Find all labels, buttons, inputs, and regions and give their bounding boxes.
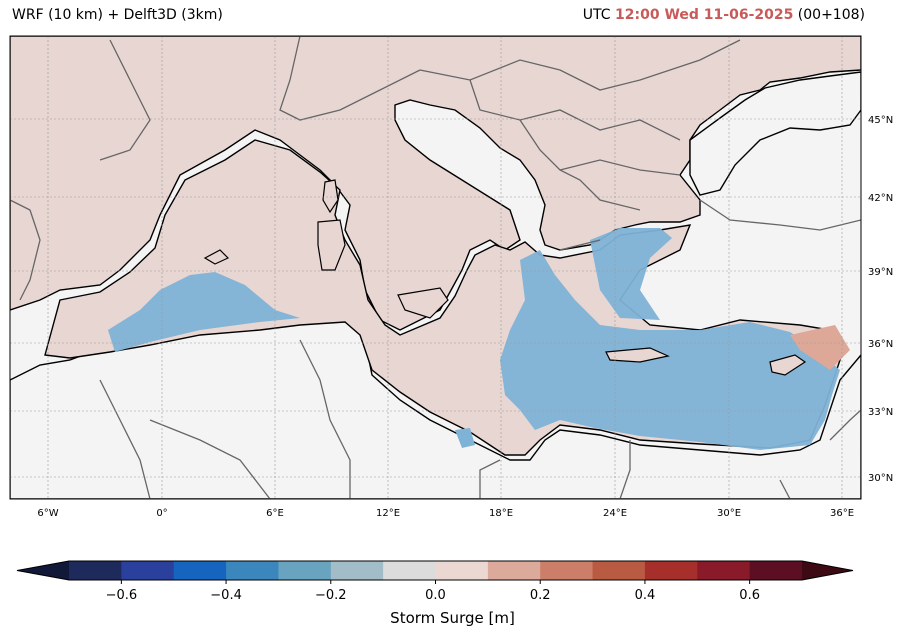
island-crete (605, 347, 670, 363)
country-borders (10, 36, 861, 499)
lon-label: 6°W (37, 508, 58, 519)
map-title: WRF (10 km) + Delft3D (3km) (12, 7, 223, 23)
colorbar-tick-label: 0.4 (635, 588, 656, 603)
colorbar-tick-label: −0.2 (315, 588, 347, 603)
lat-label: 39°N (868, 267, 893, 278)
colorbar-segment (592, 561, 646, 580)
surge-patch-levant-positive (790, 325, 850, 370)
island-sardinia (317, 219, 346, 271)
graticule (10, 36, 861, 499)
lat-label: 45°N (868, 115, 893, 126)
forecast-datetime: 12:00 Wed 11-06-2025 (615, 7, 794, 23)
lon-label: 0° (156, 508, 167, 519)
forecast-step: (00+108) (797, 7, 865, 23)
colorbar-segment (697, 561, 751, 580)
colorbar-label: Storm Surge [m] (390, 609, 515, 627)
surge-patch-sicily-channel (455, 428, 475, 448)
colorbar-tick-label: 0.2 (530, 588, 551, 603)
colorbar-extend-high (802, 561, 853, 580)
colorbar-segment (383, 561, 436, 580)
utc-prefix: UTC (582, 7, 611, 23)
island-cyprus (769, 354, 807, 376)
colorbar-segment (749, 561, 803, 580)
lon-label: 36°E (830, 508, 854, 519)
map-frame (9, 35, 862, 500)
colorbar-segment (226, 561, 279, 580)
surge-patch-west (108, 272, 300, 352)
lon-label: 24°E (603, 508, 627, 519)
surge-patch-aegean (590, 228, 672, 320)
black-sea (689, 71, 861, 196)
colorbar-segment (540, 561, 594, 580)
lat-label: 42°N (868, 193, 893, 204)
colorbar-segment (487, 561, 541, 580)
colorbar-tick-label: −0.6 (106, 588, 138, 603)
colorbar (16, 560, 854, 581)
colorbar-segment (69, 561, 122, 580)
colorbar-segment (121, 561, 175, 580)
lat-label: 33°N (868, 407, 893, 418)
lat-label: 30°N (868, 473, 893, 484)
forecast-time: UTC 12:00 Wed 11-06-2025 (00+108) (583, 7, 865, 23)
colorbar-segment (644, 561, 698, 580)
colorbar-extend-low (17, 561, 69, 580)
lon-label: 18°E (489, 508, 513, 519)
lon-label: 30°E (717, 508, 741, 519)
lon-label: 6°E (266, 508, 284, 519)
colorbar-tick-label: 0.6 (739, 588, 760, 603)
lat-label: 36°N (868, 339, 893, 350)
lon-label: 12°E (376, 508, 400, 519)
colorbar-outline (16, 560, 854, 581)
surge-patch-east (500, 250, 840, 450)
colorbar-segment (435, 561, 489, 580)
island-mallorca (203, 249, 230, 265)
colorbar-segment (278, 561, 332, 580)
colorbar-tick-label: 0.0 (425, 588, 446, 603)
colorbar-tick-label: −0.4 (210, 588, 242, 603)
island-sicily (397, 287, 449, 319)
colorbar-segment (330, 561, 384, 580)
colorbar-segment (173, 561, 227, 580)
